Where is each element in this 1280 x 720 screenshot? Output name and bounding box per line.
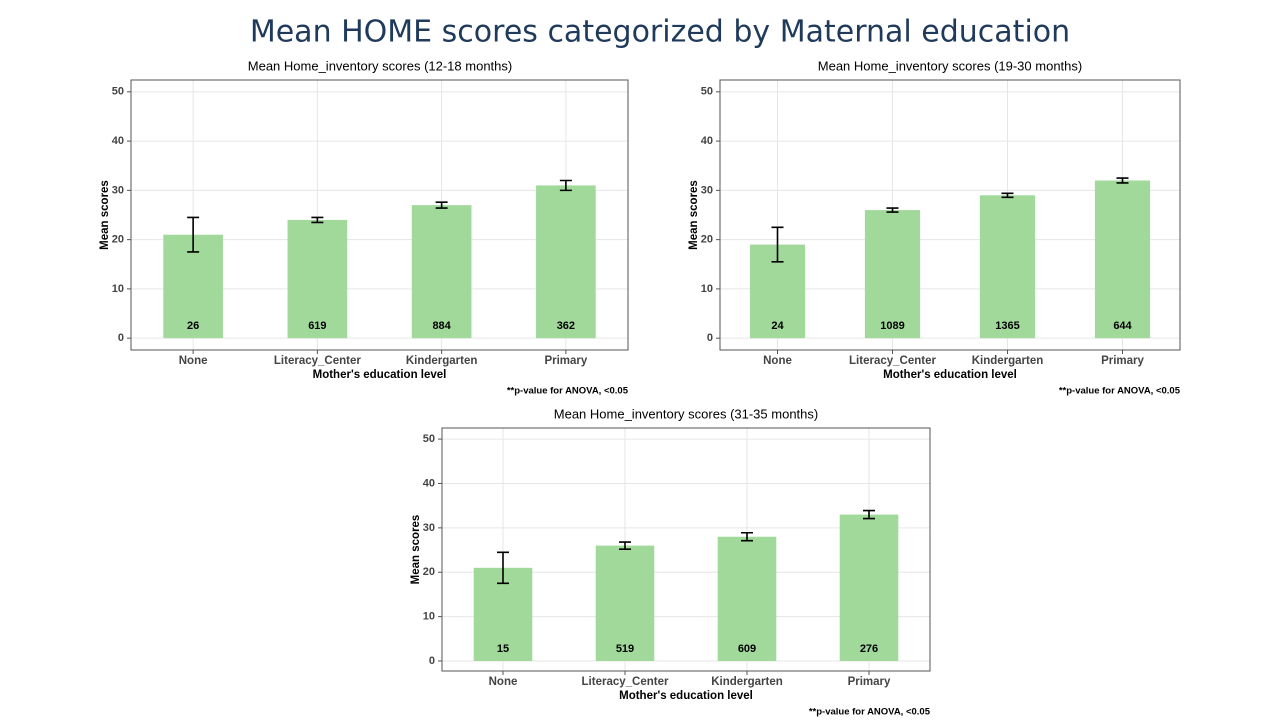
chart-title: Mean Home_inventory scores (31-35 months… xyxy=(554,406,818,421)
x-tick-label: None xyxy=(179,355,208,367)
y-axis-label: Mean scores xyxy=(410,515,422,585)
error-bar xyxy=(497,551,509,585)
count-label: 619 xyxy=(308,320,326,332)
x-tick-label: None xyxy=(489,676,518,688)
x-tick-label: Primary xyxy=(544,355,587,367)
x-axis-label: Mother's education level xyxy=(883,369,1017,381)
x-tick-label: Primary xyxy=(848,676,891,688)
y-tick-label: 10 xyxy=(701,283,713,295)
y-tick-label: 30 xyxy=(112,184,124,196)
error-bar xyxy=(741,531,753,542)
note: **p-value for ANOVA, <0.05 xyxy=(1059,386,1181,397)
error-bar xyxy=(311,216,324,224)
y-tick-label: 20 xyxy=(112,234,124,246)
note: **p-value for ANOVA, <0.05 xyxy=(507,386,629,397)
count-label: 362 xyxy=(557,320,575,332)
x-tick-label: Kindergarten xyxy=(406,355,478,367)
plot-frame xyxy=(719,79,1181,351)
y-tick-label: 40 xyxy=(423,477,435,489)
x-tick-label: Literacy_Center xyxy=(274,355,361,367)
count-label: 609 xyxy=(738,643,756,655)
bar xyxy=(287,219,348,339)
y-tick-label: 50 xyxy=(112,86,124,98)
error-bar xyxy=(863,509,875,520)
error-bar xyxy=(435,201,448,209)
y-tick-label: 40 xyxy=(112,135,124,147)
x-tick-label: Kindergarten xyxy=(972,355,1044,367)
count-label: 644 xyxy=(1113,320,1132,332)
chart: Mean Home_inventory scores (12-18 months… xyxy=(99,58,629,396)
note: **p-value for ANOVA, <0.05 xyxy=(809,707,931,718)
x-tick-label: None xyxy=(763,355,792,367)
error-bar xyxy=(619,541,631,550)
bar xyxy=(411,205,472,339)
chart: Mean Home_inventory scores (31-35 months… xyxy=(410,406,931,717)
count-label: 276 xyxy=(860,643,878,655)
y-tick-label: 10 xyxy=(423,611,435,623)
y-tick-label: 0 xyxy=(429,655,435,667)
y-tick-label: 20 xyxy=(701,234,713,246)
y-tick-label: 10 xyxy=(112,283,124,295)
y-axis-label: Mean scores xyxy=(99,180,111,250)
chart-title: Mean Home_inventory scores (12-18 months… xyxy=(248,58,512,73)
plot-frame xyxy=(130,79,629,351)
y-tick-label: 30 xyxy=(701,184,713,196)
error-bar xyxy=(187,216,200,253)
count-label: 884 xyxy=(432,320,451,332)
bar xyxy=(595,545,655,662)
count-label: 1365 xyxy=(995,320,1019,332)
error-bar xyxy=(1001,192,1014,199)
count-label: 26 xyxy=(187,320,199,332)
count-label: 15 xyxy=(497,643,509,655)
bar xyxy=(979,195,1036,339)
x-tick-label: Kindergarten xyxy=(711,676,783,688)
error-bar xyxy=(771,226,784,263)
y-tick-label: 30 xyxy=(423,522,435,534)
y-tick-label: 20 xyxy=(423,566,435,578)
x-tick-label: Primary xyxy=(1101,355,1144,367)
chart-title: Mean Home_inventory scores (19-30 months… xyxy=(818,58,1082,73)
y-tick-label: 0 xyxy=(707,332,713,344)
y-tick-label: 40 xyxy=(701,135,713,147)
bar xyxy=(1094,180,1151,339)
count-label: 519 xyxy=(616,643,634,655)
error-bar xyxy=(559,179,572,192)
bar xyxy=(864,210,921,339)
y-tick-label: 50 xyxy=(701,86,713,98)
count-label: 1089 xyxy=(880,320,904,332)
x-axis-label: Mother's education level xyxy=(313,369,447,381)
y-tick-label: 0 xyxy=(118,332,124,344)
slide-title: Mean HOME scores categorized by Maternal… xyxy=(250,15,1070,50)
bar xyxy=(536,185,596,339)
x-tick-label: Literacy_Center xyxy=(849,355,936,367)
error-bar xyxy=(1116,177,1129,184)
bar xyxy=(717,536,777,662)
x-tick-label: Literacy_Center xyxy=(582,676,669,688)
y-axis-label: Mean scores xyxy=(688,180,700,250)
bar xyxy=(839,514,899,662)
error-bar xyxy=(886,207,899,213)
plot-frame xyxy=(441,427,931,672)
y-tick-label: 50 xyxy=(423,433,435,445)
x-axis-label: Mother's education level xyxy=(619,690,753,702)
count-label: 24 xyxy=(771,320,784,332)
chart: Mean Home_inventory scores (19-30 months… xyxy=(688,58,1181,396)
